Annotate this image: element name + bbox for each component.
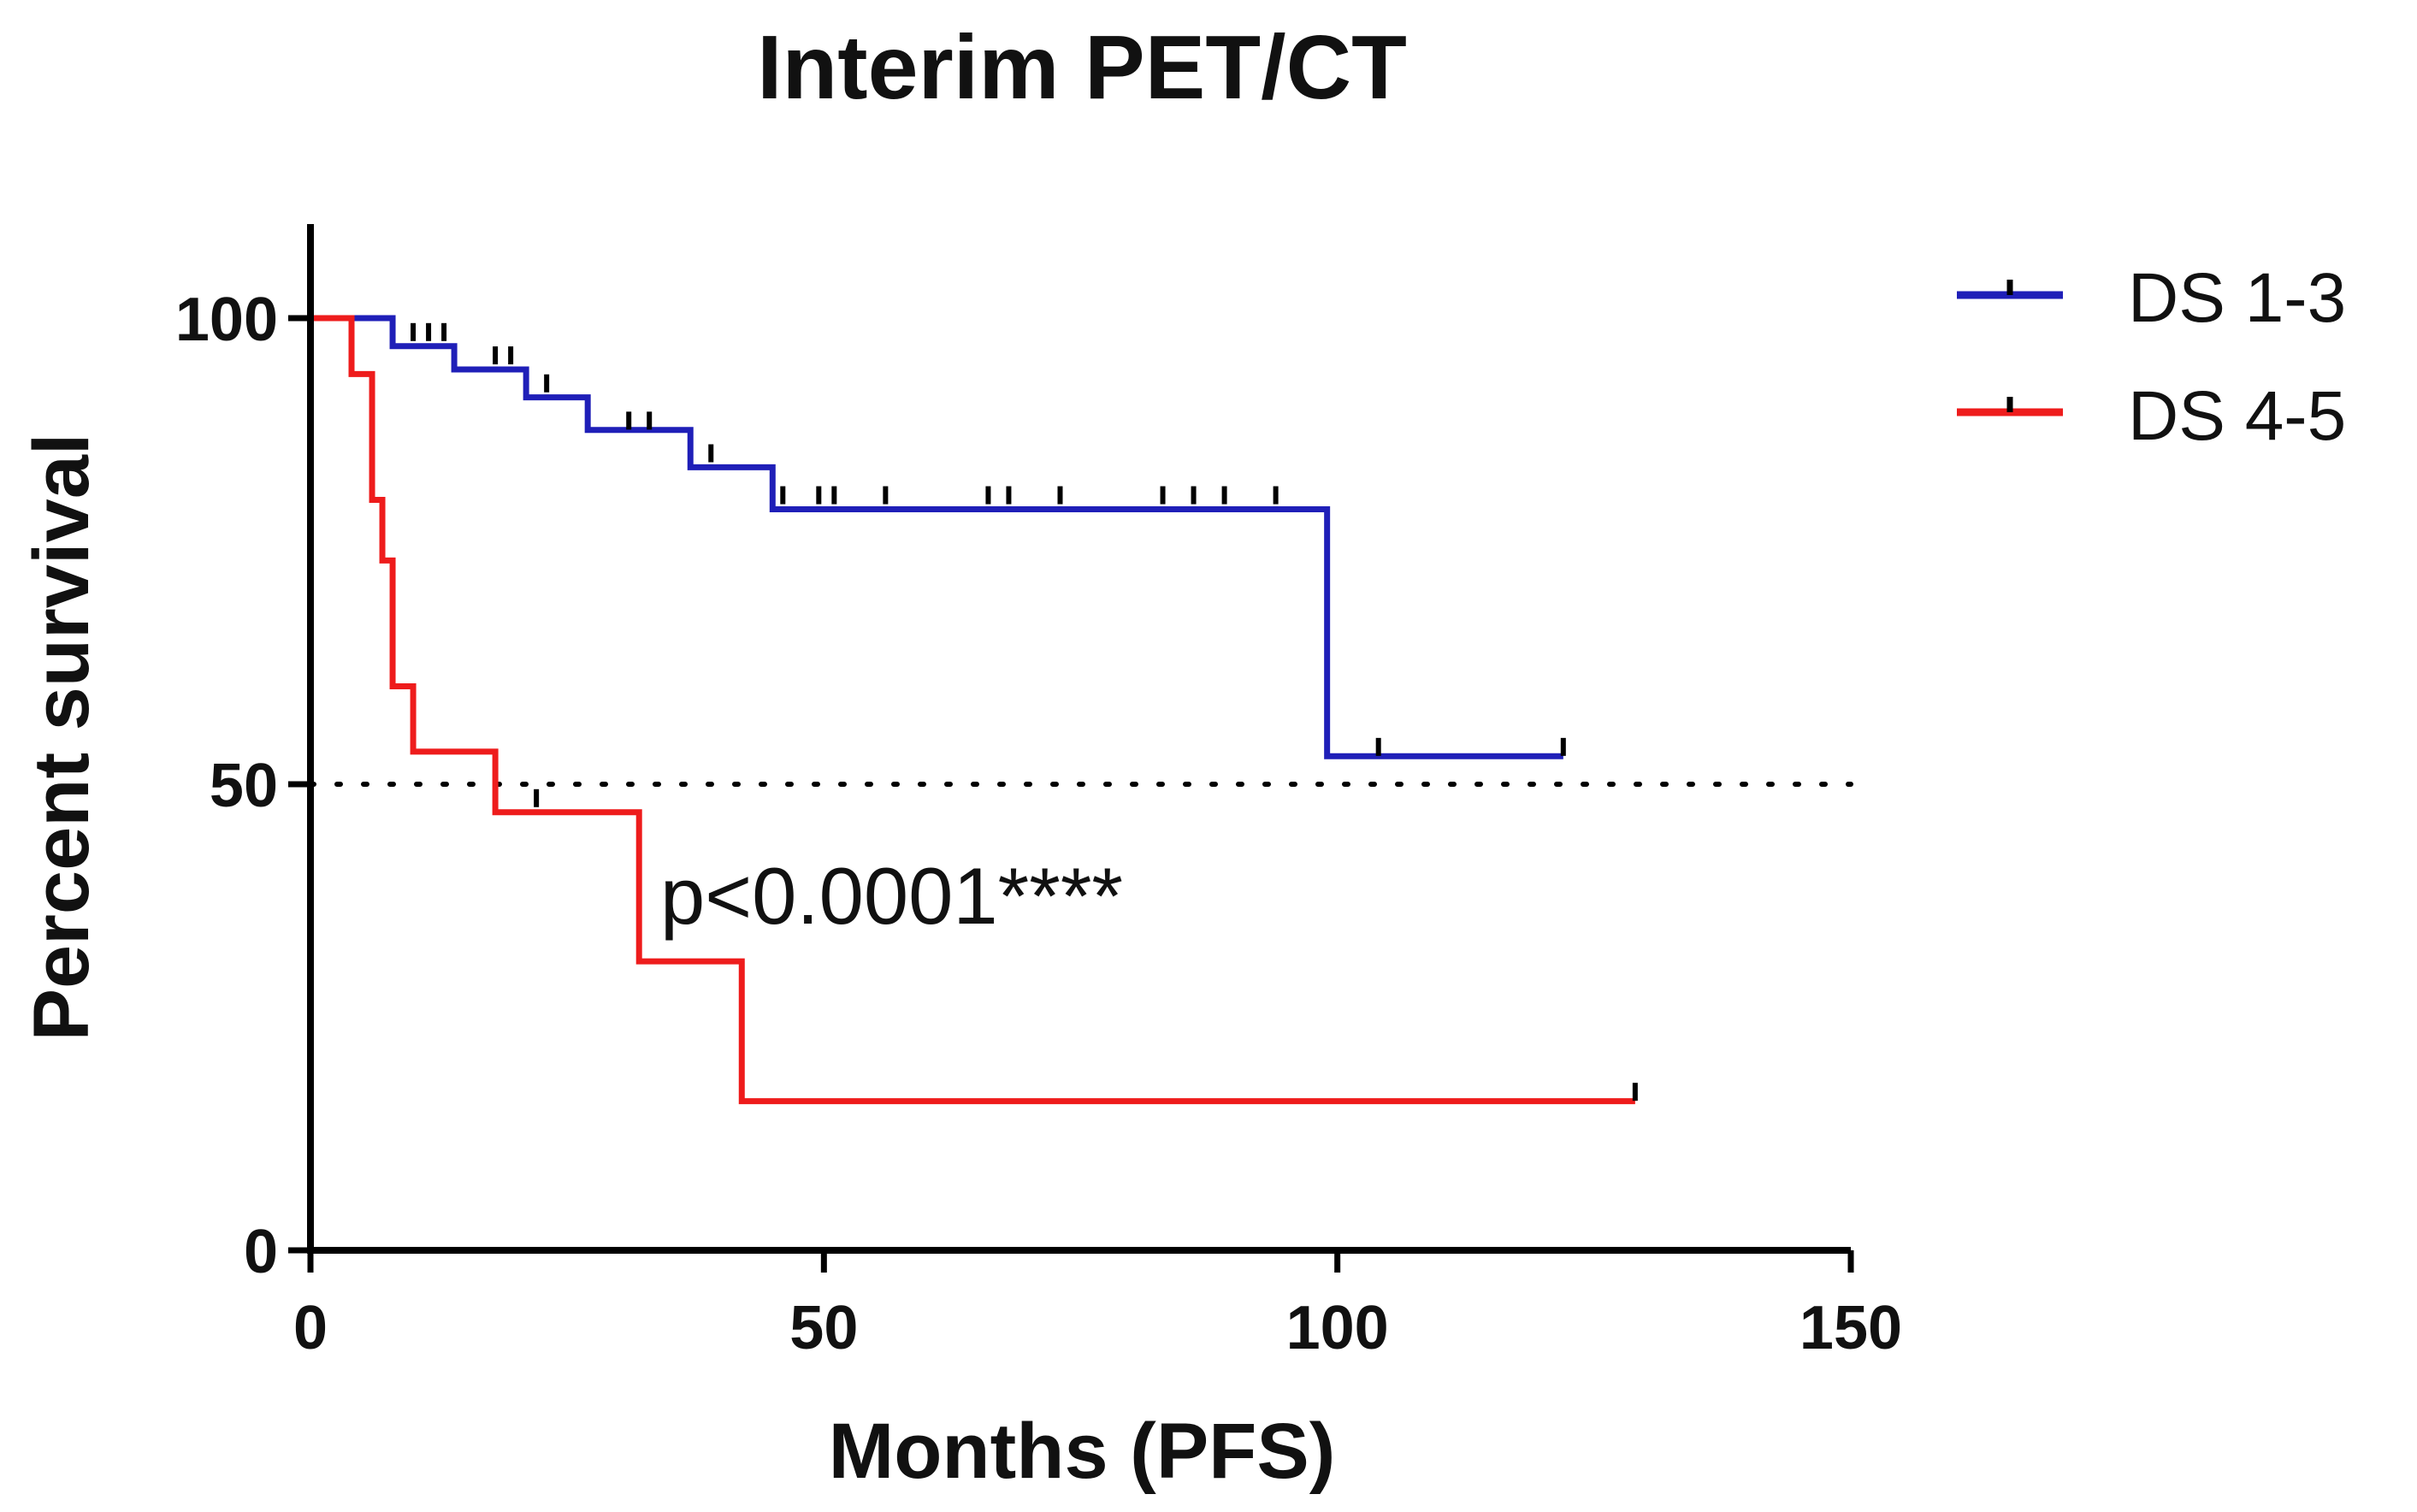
p-value-annotation: p<0.0001**** xyxy=(660,851,1123,941)
x-tick-label-100: 100 xyxy=(1286,1294,1389,1362)
series-group xyxy=(310,315,1638,1105)
chart-title: Interim PET/CT xyxy=(757,17,1407,118)
legend-label-ds-4-5: DS 4-5 xyxy=(2128,377,2346,455)
x-tick-label-50: 50 xyxy=(789,1294,858,1362)
legend: DS 1-3 DS 4-5 xyxy=(1957,259,2346,455)
y-tick-label-50: 50 xyxy=(210,752,278,820)
tick-group: 0 50 100 150 0 50 100 xyxy=(175,286,1902,1362)
y-tick-label-0: 0 xyxy=(244,1218,278,1286)
series-ds-1-3 xyxy=(310,315,1566,759)
x-tick-label-150: 150 xyxy=(1799,1294,1902,1362)
y-axis-label: Percent survival xyxy=(18,434,105,1042)
legend-label-ds-1-3: DS 1-3 xyxy=(2128,259,2346,337)
series-line-ds-1-3 xyxy=(310,315,1563,759)
axes xyxy=(307,224,1851,1254)
legend-item-ds-1-3: DS 1-3 xyxy=(1957,259,2346,337)
series-line-ds-4-5 xyxy=(310,315,1635,1105)
x-axis-label: Months (PFS) xyxy=(829,1408,1336,1495)
legend-item-ds-4-5: DS 4-5 xyxy=(1957,377,2346,455)
y-tick-label-100: 100 xyxy=(175,286,278,354)
series-ds-4-5 xyxy=(310,315,1638,1105)
x-tick-label-0: 0 xyxy=(293,1294,328,1362)
